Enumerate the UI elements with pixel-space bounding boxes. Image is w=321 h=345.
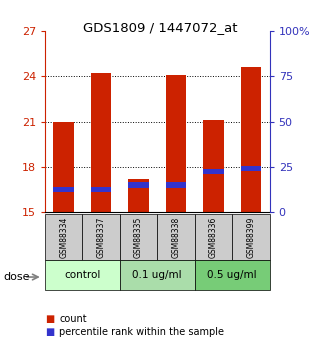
Text: GSM88399: GSM88399 <box>247 217 256 258</box>
Bar <box>195 260 270 290</box>
Text: GSM88335: GSM88335 <box>134 217 143 258</box>
Bar <box>91 73 111 212</box>
Bar <box>128 179 149 212</box>
Bar <box>91 187 111 192</box>
Bar <box>241 166 261 171</box>
Bar <box>53 187 74 192</box>
Text: GSM88338: GSM88338 <box>171 217 180 258</box>
Text: control: control <box>64 270 100 280</box>
Text: GSM88336: GSM88336 <box>209 217 218 258</box>
Bar <box>120 214 157 260</box>
Text: 0.1 ug/ml: 0.1 ug/ml <box>133 270 182 280</box>
Bar <box>128 183 149 188</box>
Text: dose: dose <box>3 272 30 282</box>
Text: GSM88334: GSM88334 <box>59 217 68 258</box>
Bar <box>45 214 82 260</box>
Bar <box>195 214 232 260</box>
Bar <box>157 214 195 260</box>
Text: GSM88337: GSM88337 <box>97 217 106 258</box>
Bar <box>120 260 195 290</box>
Bar <box>232 214 270 260</box>
Text: count: count <box>59 314 87 324</box>
Text: GDS1809 / 1447072_at: GDS1809 / 1447072_at <box>83 21 238 34</box>
Text: 0.5 ug/ml: 0.5 ug/ml <box>207 270 257 280</box>
Bar <box>203 120 224 212</box>
Text: ■: ■ <box>45 314 54 324</box>
Bar <box>53 122 74 212</box>
Text: percentile rank within the sample: percentile rank within the sample <box>59 327 224 337</box>
Bar <box>45 260 120 290</box>
Bar <box>241 67 261 212</box>
Text: ■: ■ <box>45 327 54 337</box>
Bar <box>166 75 186 212</box>
Bar <box>82 214 120 260</box>
Bar <box>203 169 224 174</box>
Bar <box>166 183 186 188</box>
